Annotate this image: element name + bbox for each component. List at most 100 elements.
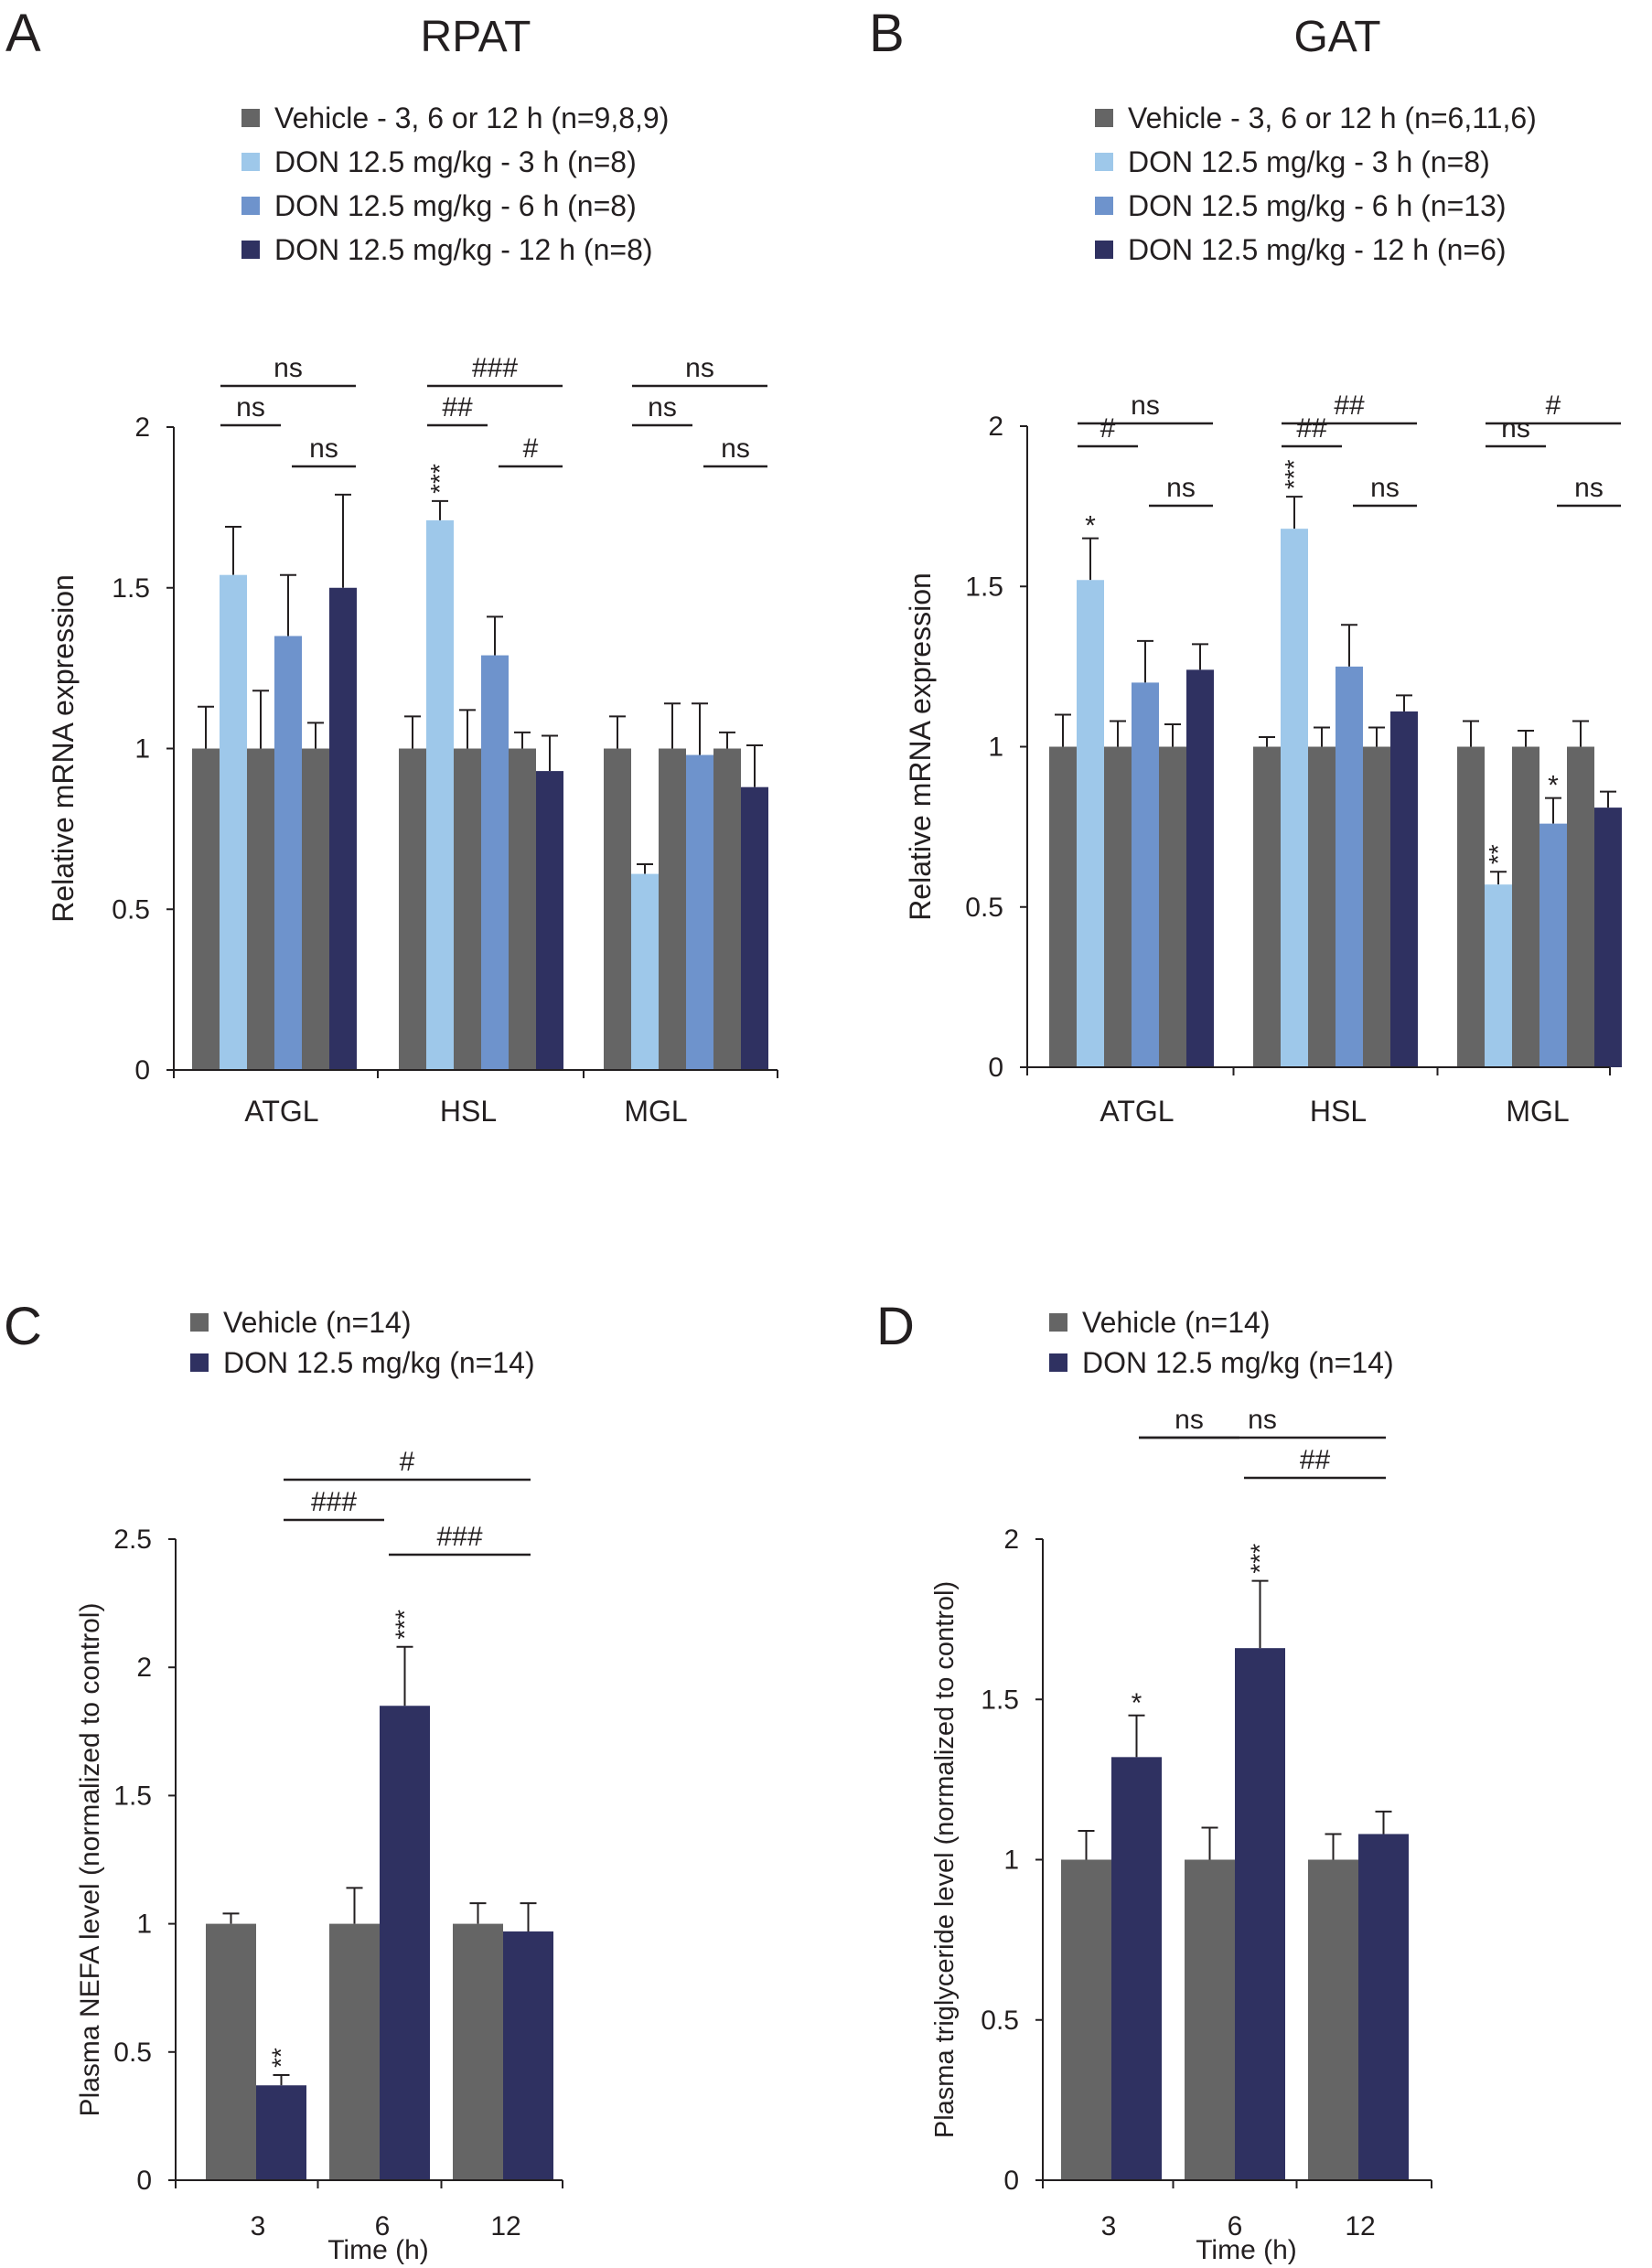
legend-swatch xyxy=(241,109,260,127)
y-tick-label: 0 xyxy=(1003,2166,1019,2196)
data-bar xyxy=(659,748,686,1070)
y-tick-label: 1 xyxy=(988,733,1003,763)
comparison-label: ## xyxy=(1296,413,1327,444)
legend-swatch xyxy=(190,1313,209,1332)
data-bar xyxy=(631,873,659,1070)
legend-label: DON 12.5 mg/kg - 6 h (n=13) xyxy=(1128,189,1507,222)
y-tick-label: 1 xyxy=(134,734,150,765)
y-tick-label: 2 xyxy=(136,1653,152,1683)
significance-star: *** xyxy=(1280,459,1308,489)
data-bar xyxy=(713,748,741,1070)
data-bar xyxy=(1390,711,1418,1067)
comparison-label: ### xyxy=(472,353,518,383)
data-bar xyxy=(1308,746,1336,1067)
legend-swatch xyxy=(241,197,260,215)
significance-star: * xyxy=(1085,511,1096,541)
y-tick-label: 0.5 xyxy=(965,893,1003,923)
panel-d: D Vehicle (n=14) DON 12.5 mg/kg (n=14) Pla… xyxy=(876,1297,1432,2265)
y-axis-label: Relative mRNA expression xyxy=(904,572,937,921)
comparison-label: ## xyxy=(1300,1445,1331,1475)
comparison-label: ns xyxy=(1574,473,1604,503)
data-bar xyxy=(1457,746,1485,1067)
comparison-label: ns xyxy=(1248,1405,1277,1435)
data-bar xyxy=(1132,682,1159,1067)
legend-swatch xyxy=(241,153,260,171)
y-tick-label: 1.5 xyxy=(965,572,1003,602)
y-tick-label: 1.5 xyxy=(113,1781,152,1811)
data-bar xyxy=(206,1923,256,2180)
y-axis-label: Plasma NEFA level (normalized to control… xyxy=(75,1603,105,2117)
data-bar xyxy=(1186,669,1214,1067)
significance-star: ** xyxy=(1484,844,1512,864)
comparison-label: ns xyxy=(1175,1405,1204,1435)
comparison-label: ## xyxy=(442,392,473,423)
data-bar xyxy=(192,748,220,1070)
data-bar xyxy=(1308,1859,1358,2180)
legend-label: DON 12.5 mg/kg - 3 h (n=8) xyxy=(1128,145,1490,178)
comparison-label: ns xyxy=(309,433,338,464)
comparison-label: ### xyxy=(436,1522,482,1552)
comparison-label: # xyxy=(1546,390,1561,421)
y-tick-label: 2 xyxy=(988,412,1003,442)
comparison-label: # xyxy=(523,433,539,464)
y-axis-label: Relative mRNA expression xyxy=(47,574,80,923)
comparison-label: ## xyxy=(1334,390,1365,421)
significance-star: ** xyxy=(267,2048,295,2068)
data-bar xyxy=(1363,746,1390,1067)
panel-letter-d: D xyxy=(876,1297,915,1356)
legend-label: DON 12.5 mg/kg (n=14) xyxy=(223,1346,535,1379)
data-bar xyxy=(454,748,481,1070)
significance-star: * xyxy=(1548,771,1559,801)
comparison-label: ns xyxy=(685,353,714,383)
legend-label: DON 12.5 mg/kg - 12 h (n=8) xyxy=(274,233,653,266)
x-category-label: 6 xyxy=(375,2211,391,2241)
data-bar xyxy=(604,748,631,1070)
data-bar xyxy=(1253,746,1281,1067)
comparison-label: ns xyxy=(1501,413,1530,444)
significance-star: *** xyxy=(425,464,454,494)
comparison-label: ns xyxy=(1166,473,1196,503)
x-category-label: 12 xyxy=(1345,2211,1375,2241)
x-axis-label: Time (h) xyxy=(327,2235,429,2265)
y-tick-label: 1.5 xyxy=(112,573,150,604)
data-bar xyxy=(1539,823,1567,1067)
y-tick-label: 0.5 xyxy=(113,2038,152,2068)
legend-label: DON 12.5 mg/kg (n=14) xyxy=(1082,1346,1394,1379)
legend-swatch xyxy=(1049,1313,1067,1332)
data-bar xyxy=(1104,746,1132,1067)
x-category-label: ATGL xyxy=(1100,1095,1174,1128)
significance-star: *** xyxy=(391,1610,419,1640)
data-bar xyxy=(686,754,713,1070)
data-bar xyxy=(1185,1859,1235,2180)
data-bar xyxy=(1235,1648,1285,2180)
data-bar xyxy=(256,2085,306,2180)
x-category-label: 3 xyxy=(251,2211,266,2241)
comparison-label: ns xyxy=(274,353,303,383)
legend-label: Vehicle (n=14) xyxy=(223,1306,411,1339)
panel-letter-b: B xyxy=(869,4,905,63)
data-bar xyxy=(503,1931,553,2180)
y-tick-label: 2 xyxy=(134,412,150,443)
panel-letter-c: C xyxy=(4,1297,42,1356)
data-bar xyxy=(1567,746,1594,1067)
legend-label: Vehicle (n=14) xyxy=(1082,1306,1270,1339)
data-bar xyxy=(1358,1834,1409,2180)
x-axis-label: Time (h) xyxy=(1196,2235,1297,2265)
x-category-label: HSL xyxy=(1310,1095,1367,1128)
data-bar xyxy=(399,748,426,1070)
comparison-label: # xyxy=(400,1447,415,1477)
data-bar xyxy=(1281,529,1308,1067)
x-category-label: MGL xyxy=(624,1095,687,1128)
data-bar xyxy=(1485,884,1512,1067)
comparison-label: ns xyxy=(1370,473,1400,503)
y-tick-label: 1.5 xyxy=(981,1685,1019,1715)
legend-swatch xyxy=(190,1353,209,1372)
data-bar xyxy=(329,1923,380,2180)
x-category-label: MGL xyxy=(1506,1095,1569,1128)
data-bar xyxy=(247,748,274,1070)
comparison-label: ns xyxy=(721,433,750,464)
significance-star: * xyxy=(1132,1688,1142,1718)
data-bar xyxy=(380,1706,430,2180)
data-bar xyxy=(741,786,768,1070)
data-bar xyxy=(220,574,247,1070)
